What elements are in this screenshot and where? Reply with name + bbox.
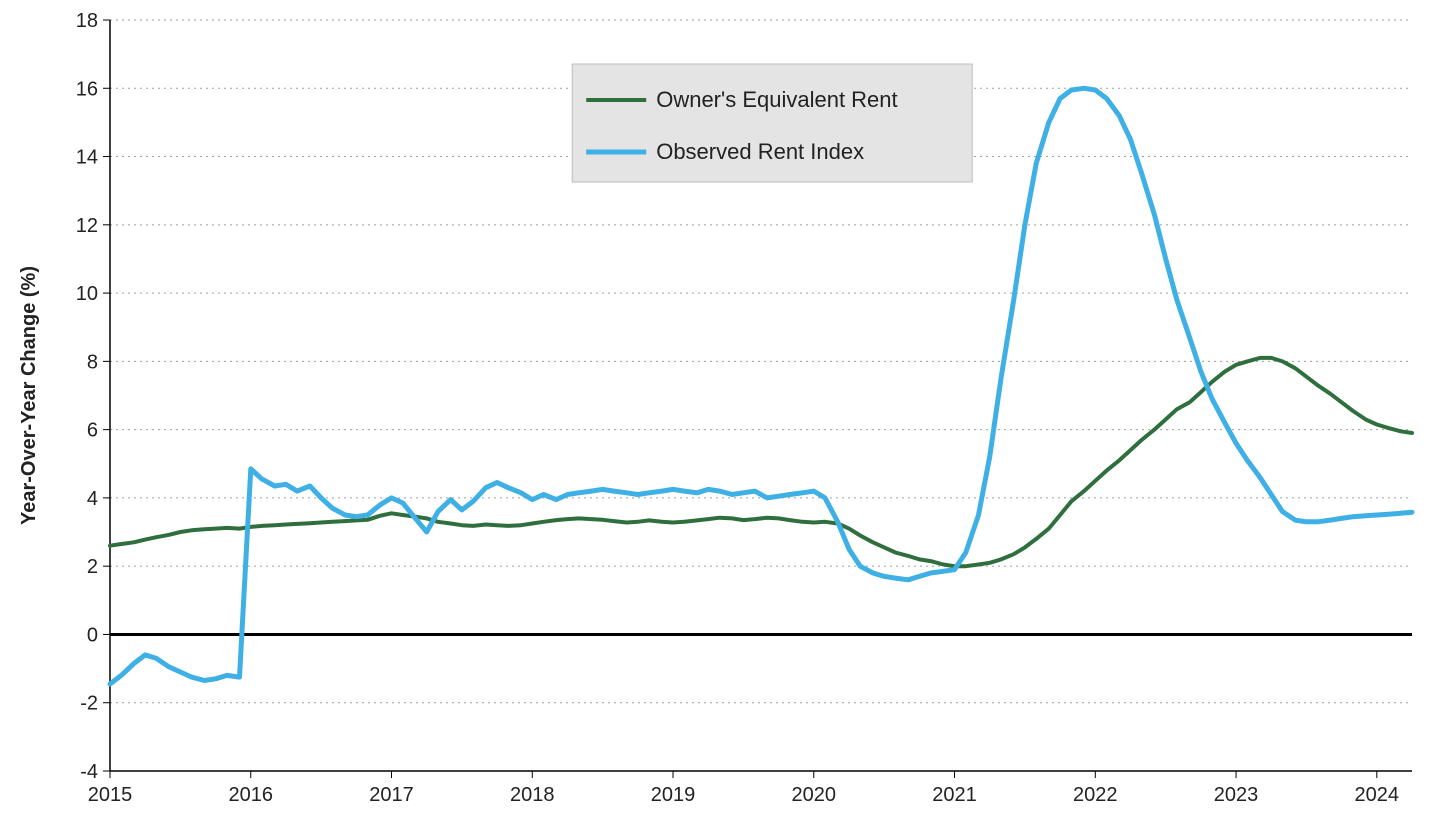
y-tick-label: 16 xyxy=(76,78,98,100)
x-tick-label: 2020 xyxy=(792,784,837,806)
legend-box xyxy=(572,64,972,182)
y-tick-label: -2 xyxy=(80,693,98,715)
y-tick-label: 6 xyxy=(87,420,98,442)
x-tick-label: 2019 xyxy=(651,784,696,806)
rent-line-chart: -4 -2 0 2 4 6 8 10 12 14 16 18 2015 2016 2017 2018 2019 2… xyxy=(0,0,1440,815)
y-tick-label: 12 xyxy=(76,215,98,237)
x-tick-label: 2022 xyxy=(1073,784,1118,806)
y-tick-label: 14 xyxy=(76,147,98,169)
chart-container: -4 -2 0 2 4 6 8 10 12 14 16 18 2015 2016 2017 2018 2019 2… xyxy=(0,0,1440,815)
y-tick-label: 4 xyxy=(87,488,98,510)
x-tick-label: 2021 xyxy=(932,784,977,806)
y-axis-label: Year-Over-Year Change (%) xyxy=(18,266,40,525)
y-tick-label: 18 xyxy=(76,10,98,32)
x-tick-label: 2018 xyxy=(510,784,555,806)
y-tick-label: 8 xyxy=(87,351,98,373)
y-tick-label: 2 xyxy=(87,556,98,578)
x-tick-label: 2015 xyxy=(88,784,133,806)
y-tick-label: -4 xyxy=(80,761,98,783)
y-tick-label: 0 xyxy=(87,624,98,646)
x-tick-label: 2024 xyxy=(1355,784,1400,806)
y-tick-label: 10 xyxy=(76,283,98,305)
legend-label: Observed Rent Index xyxy=(656,139,864,164)
x-tick-label: 2016 xyxy=(229,784,274,806)
x-tick-label: 2023 xyxy=(1214,784,1259,806)
x-tick-label: 2017 xyxy=(369,784,414,806)
legend-label: Owner's Equivalent Rent xyxy=(656,87,897,112)
